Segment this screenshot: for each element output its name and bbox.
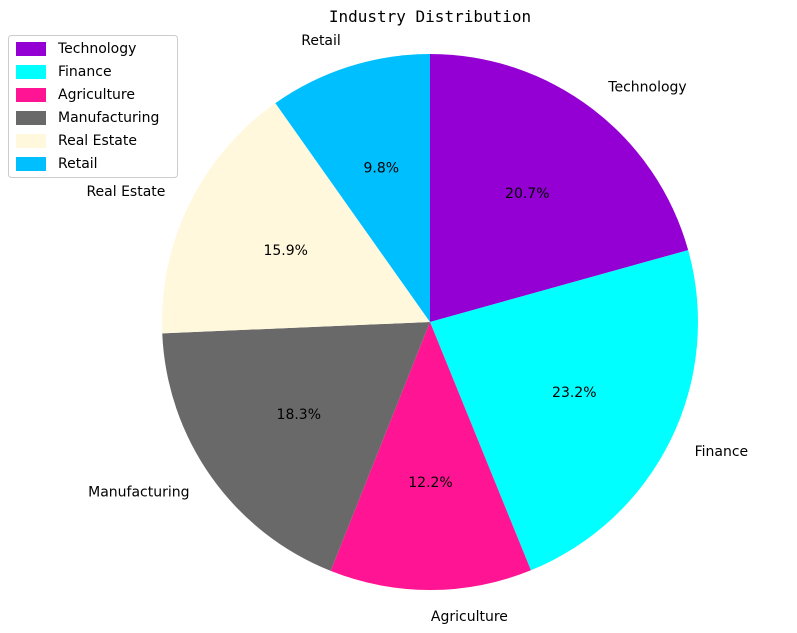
legend-label-technology: Technology: [57, 41, 136, 57]
pct-label-manufacturing: 18.3%: [277, 407, 321, 423]
legend-swatch-agriculture: [16, 88, 46, 102]
pie-slice-manufacturing: [162, 322, 431, 571]
percentage-labels: 20.7% 23.2% 12.2% 18.3% 15.9% 9.8%: [263, 161, 596, 491]
pie-slice-finance: [430, 250, 698, 571]
legend-label-retail: Retail: [58, 156, 98, 172]
legend-swatch-manufacturing: [16, 111, 46, 125]
legend-swatch-finance: [16, 65, 46, 79]
pct-label-agriculture: 12.2%: [408, 475, 452, 491]
pie-slice-agriculture: [330, 322, 531, 591]
slice-label-finance: Finance: [695, 444, 749, 460]
legend-label-finance: Finance: [58, 64, 112, 80]
legend-items: Technology Finance Agriculture Manufacturin…: [16, 41, 159, 172]
legend-swatch-technology: [16, 42, 46, 56]
slice-label-manufacturing: Manufacturing: [88, 485, 189, 501]
pie-slices: [161, 54, 698, 591]
legend: Technology Finance Agriculture Manufacturin…: [8, 35, 178, 178]
legend-label-agriculture: Agriculture: [58, 87, 135, 103]
slice-labels: Technology Finance Agriculture Manufacturin…: [86, 33, 748, 625]
slice-label-agriculture: Agriculture: [431, 609, 508, 625]
pct-label-real-estate: 15.9%: [263, 243, 307, 259]
slice-label-real-estate: Real Estate: [86, 184, 165, 200]
chart-title: Industry Distribution: [329, 7, 531, 26]
legend-label-manufacturing: Manufacturing: [58, 110, 159, 126]
legend-swatch-real-estate: [16, 134, 46, 148]
slice-label-technology: Technology: [607, 79, 686, 95]
pie-slice-retail: [275, 54, 430, 322]
legend-frame: [8, 35, 178, 178]
pie-slice-real-estate: [161, 103, 430, 334]
legend-label-real-estate: Real Estate: [58, 133, 137, 149]
pct-label-retail: 9.8%: [364, 161, 400, 177]
pie-slice-technology: [430, 54, 689, 322]
slice-label-retail: Retail: [301, 33, 341, 49]
pct-label-technology: 20.7%: [505, 186, 549, 202]
legend-swatch-retail: [16, 157, 46, 171]
pct-label-finance: 23.2%: [552, 385, 596, 401]
